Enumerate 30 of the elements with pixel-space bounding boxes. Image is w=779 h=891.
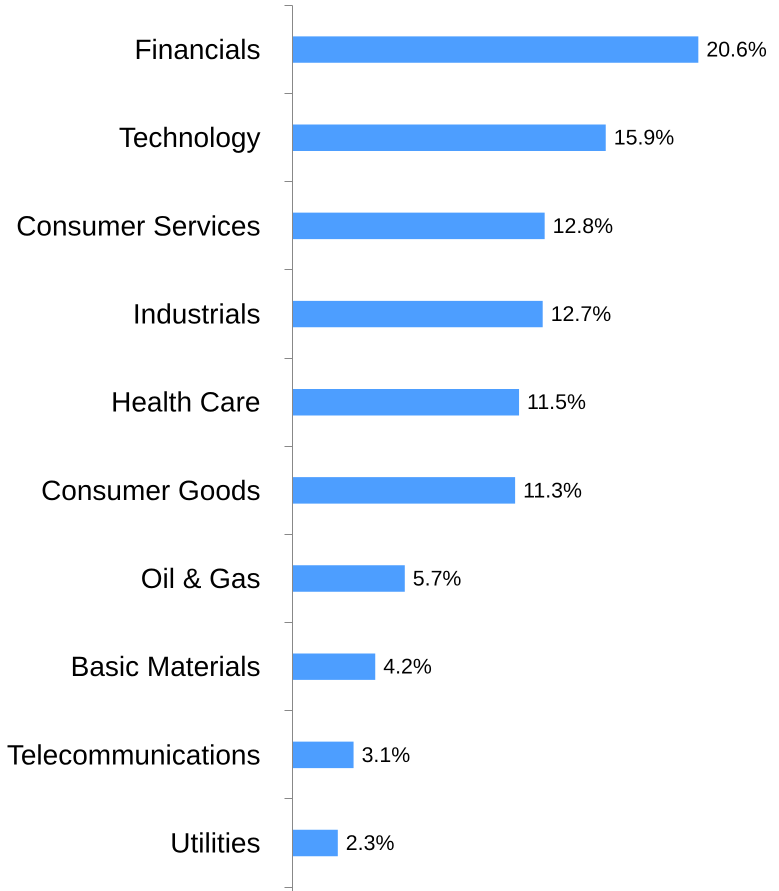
data-label: 4.2% xyxy=(383,654,432,679)
data-label: 2.3% xyxy=(346,831,394,856)
bar xyxy=(292,565,405,592)
y-tick-label: Financials xyxy=(134,34,261,66)
bar xyxy=(292,477,516,504)
y-tick-label: Industrials xyxy=(132,298,261,330)
data-label: 12.7% xyxy=(550,302,612,326)
bar xyxy=(292,388,520,416)
bar xyxy=(292,300,543,328)
data-label: 3.1% xyxy=(362,742,410,767)
data-label: 15.9% xyxy=(614,126,674,150)
data-label: 5.7% xyxy=(412,566,462,591)
bar xyxy=(292,830,338,856)
y-tick-label: Consumer Services xyxy=(16,210,261,242)
bar xyxy=(292,124,606,151)
data-label: 11.5% xyxy=(527,390,586,414)
y-tick-label: Health Care xyxy=(111,386,260,418)
bar xyxy=(292,36,698,63)
data-label: 11.3% xyxy=(523,478,582,502)
bar xyxy=(292,742,354,768)
bar xyxy=(292,212,545,240)
y-tick-label: Utilities xyxy=(170,828,260,859)
y-tick-label: Consumer Goods xyxy=(41,474,261,506)
bar xyxy=(292,653,376,680)
y-tick-label: Oil & Gas xyxy=(140,563,261,594)
y-tick-label: Technology xyxy=(118,122,260,154)
y-tick-label: Basic Materials xyxy=(70,651,261,682)
y-tick-label: Telecommunications xyxy=(6,739,261,770)
data-label: 20.6% xyxy=(706,38,767,62)
data-label: 12.8% xyxy=(552,214,614,238)
